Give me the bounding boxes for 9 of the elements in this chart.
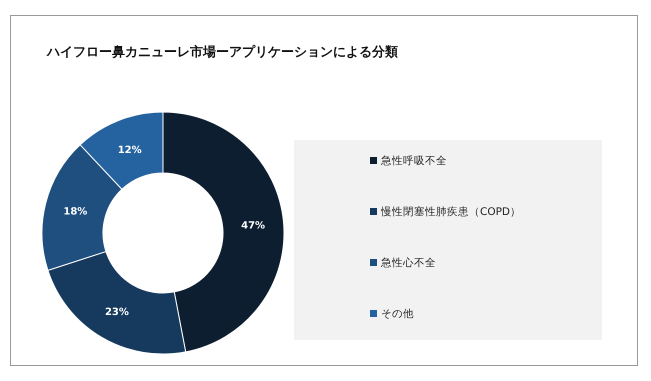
data-label: 47% xyxy=(241,220,266,232)
data-label: 12% xyxy=(118,144,142,156)
chart-title: ハイフロー鼻カニューレ市場ーアプリケーションによる分類 xyxy=(46,44,398,60)
legend-label: 急性心不全 xyxy=(380,256,436,269)
legend-label: 急性呼吸不全 xyxy=(380,154,447,167)
data-label: 23% xyxy=(104,306,129,318)
legend-label: その他 xyxy=(381,308,414,320)
legend-label: 慢性閉塞性肺疾患（COPD） xyxy=(380,205,522,218)
data-label: 18% xyxy=(63,206,88,218)
